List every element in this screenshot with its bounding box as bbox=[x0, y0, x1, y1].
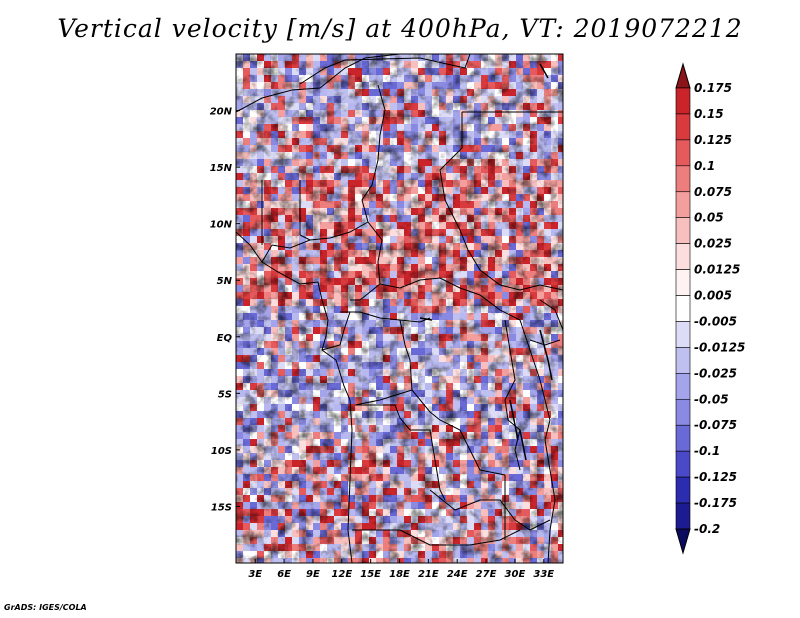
velocity-field bbox=[236, 54, 563, 563]
lat-tick-label: EQ bbox=[217, 333, 233, 344]
colorbar-label: -0.2 bbox=[694, 522, 720, 536]
lat-tick-label: 10S bbox=[211, 446, 232, 457]
colorbar-label: 0.1 bbox=[694, 159, 715, 173]
colorbar-bottom-arrow bbox=[675, 528, 691, 555]
lon-tick-label: 15E bbox=[360, 569, 381, 580]
lon-tick-label: 33E bbox=[533, 569, 554, 580]
colorbar-segment bbox=[675, 269, 691, 296]
colorbar-segment bbox=[675, 165, 691, 193]
colorbar-label: 0.025 bbox=[694, 237, 732, 251]
lat-tick-label: 15S bbox=[211, 502, 232, 513]
colorbar-segment bbox=[675, 450, 691, 478]
colorbar-segment bbox=[675, 139, 691, 167]
colorbar-label: 0.0125 bbox=[694, 263, 740, 277]
colorbar-label: -0.075 bbox=[694, 418, 737, 432]
figure-title: Vertical velocity [m/s] at 400hPa, VT: 2… bbox=[57, 14, 743, 43]
colorbar-label: -0.025 bbox=[694, 366, 737, 380]
lon-tick-label: 24E bbox=[447, 569, 468, 580]
lon-tick-label: 21E bbox=[418, 569, 439, 580]
lat-tick-label: 20N bbox=[210, 107, 233, 118]
lon-tick-label: 18E bbox=[389, 569, 410, 580]
colorbar-segment bbox=[675, 217, 691, 244]
colorbar: 0.175 0.15 0.125 0.1 0.075 0.05 0.025 0.0125 0.0… bbox=[675, 62, 745, 555]
longitude-axis: 3E 6E 9E 12E 15E 18E 21E 24E 27E 30E 33E bbox=[248, 559, 554, 580]
colorbar-label: -0.005 bbox=[694, 314, 737, 328]
lon-tick-label: 3E bbox=[248, 569, 262, 580]
colorbar-segment bbox=[675, 476, 691, 504]
colorbar-segment bbox=[675, 295, 691, 322]
lat-tick-label: 15N bbox=[210, 163, 233, 174]
colorbar-label: 0.15 bbox=[694, 107, 724, 121]
colorbar-label: 0.175 bbox=[694, 81, 732, 95]
colorbar-segment bbox=[675, 347, 691, 374]
lon-tick-label: 12E bbox=[331, 569, 352, 580]
latitude-axis: 20N 15N 10N 5N EQ 5S 10S 15S bbox=[210, 107, 240, 513]
lat-tick-label: 5S bbox=[218, 389, 232, 400]
colorbar-label: 0.05 bbox=[694, 211, 724, 225]
colorbar-label: -0.125 bbox=[694, 470, 737, 484]
colorbar-segment bbox=[675, 87, 691, 115]
colorbar-segment bbox=[675, 191, 691, 219]
lakes bbox=[419, 63, 553, 461]
colorbar-segment bbox=[675, 373, 691, 400]
lat-tick-label: 5N bbox=[217, 276, 233, 287]
colorbar-segment bbox=[675, 113, 691, 141]
colorbar-label: 0.075 bbox=[694, 185, 732, 199]
lon-tick-label: 27E bbox=[476, 569, 497, 580]
lat-tick-label: 10N bbox=[210, 220, 233, 231]
lon-tick-label: 30E bbox=[505, 569, 526, 580]
colorbar-label: -0.175 bbox=[694, 496, 737, 510]
colorbar-label: -0.0125 bbox=[694, 340, 745, 354]
lon-tick-label: 6E bbox=[277, 569, 291, 580]
grads-credit: GrADS: IGES/COLA bbox=[4, 603, 87, 612]
colorbar-label: 0.005 bbox=[694, 289, 732, 303]
colorbar-segment bbox=[675, 321, 691, 348]
colorbar-label: -0.05 bbox=[694, 392, 729, 406]
country-borders bbox=[236, 54, 563, 563]
colorbar-label: 0.125 bbox=[694, 133, 732, 147]
colorbar-top-arrow bbox=[675, 62, 691, 89]
lon-tick-label: 9E bbox=[306, 569, 320, 580]
colorbar-segment bbox=[675, 398, 691, 426]
colorbar-label: -0.1 bbox=[694, 444, 720, 458]
colorbar-segment bbox=[675, 424, 691, 452]
colorbar-segment bbox=[675, 502, 691, 530]
colorbar-segment bbox=[675, 243, 691, 270]
